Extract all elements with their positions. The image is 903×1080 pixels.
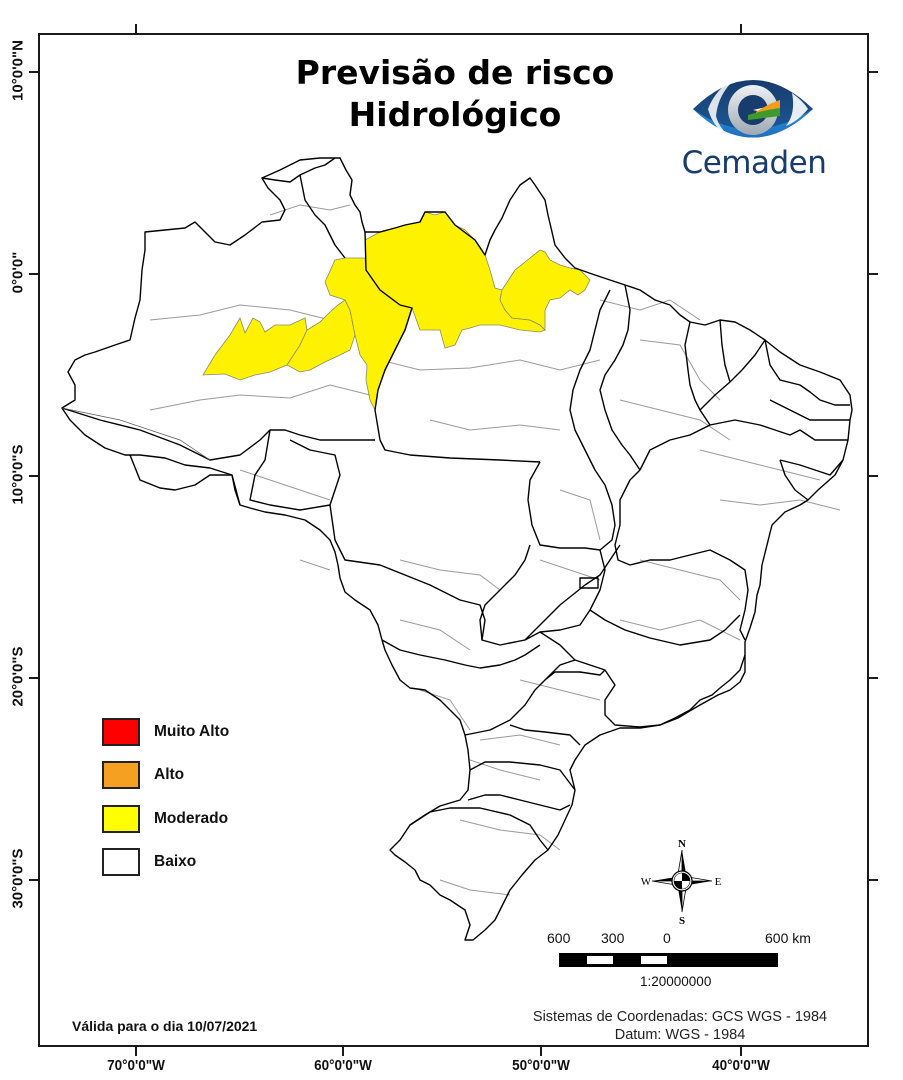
north-arrow-compass-icon: N S W E: [641, 838, 722, 926]
distrito-federal: [579, 577, 599, 589]
tick-left-0: [29, 273, 38, 275]
cemaden-logo-text: Cemaden: [681, 145, 827, 181]
coordinate-system-text: Sistemas de Coordenadas: GCS WGS - 1984: [532, 1009, 828, 1025]
tick-right-30s: [869, 879, 878, 881]
tick-left-10s: [29, 475, 38, 477]
scale-bar-graphic: [559, 953, 778, 967]
tick-right-10n: [869, 71, 878, 73]
compass-w: W: [641, 876, 652, 888]
tick-bottom-40w: [740, 1047, 742, 1056]
legend-swatch-red: [102, 717, 140, 746]
scale-label-600-left: 600: [547, 930, 571, 946]
legend-item-moderado: Moderado: [102, 797, 229, 841]
tick-left-20s: [29, 677, 38, 679]
legend-item-baixo: Baixo: [102, 841, 229, 885]
tick-right-10s: [869, 475, 878, 477]
region-amazonas-west: [202, 317, 308, 381]
lon-label-40w: 40°0'0"W: [712, 1057, 770, 1074]
tick-top-70w: [135, 24, 137, 33]
legend-label: Baixo: [154, 853, 197, 871]
map-frame: [38, 33, 869, 1047]
scale-label-600-km: 600 km: [765, 930, 811, 946]
scale-ratio: 1:20000000: [640, 974, 712, 989]
lon-label-50w: 50°0'0"W: [512, 1057, 570, 1074]
tick-bottom-50w: [540, 1047, 542, 1056]
municipal-boundaries: [149, 204, 841, 896]
tick-right-20s: [869, 677, 878, 679]
tick-left-10n: [29, 71, 38, 73]
compass-n: N: [678, 838, 686, 850]
tick-bottom-70w: [135, 1047, 137, 1056]
map-title: Previsão de risco Hidrológico: [230, 52, 680, 136]
legend-swatch-orange: [102, 761, 140, 790]
datum-text: Datum: WGS - 1984: [614, 1027, 746, 1043]
tick-left-30s: [29, 879, 38, 881]
tick-top-40w: [740, 24, 742, 33]
tick-bottom-60w: [342, 1047, 344, 1056]
scale-label-300: 300: [601, 930, 625, 946]
legend-item-alto: Alto: [102, 754, 229, 798]
coordinate-system-info: Sistemas de Coordenadas: GCS WGS - 1984 …: [497, 1008, 863, 1044]
tick-right-0: [869, 273, 878, 275]
title-line-2: Hidrológico: [348, 95, 562, 134]
legend-swatch-yellow: [102, 804, 140, 833]
legend-item-muito-alto: Muito Alto: [102, 710, 229, 754]
lon-label-60w: 60°0'0"W: [314, 1057, 372, 1074]
brazil-outline: [61, 157, 853, 941]
legend-label: Alto: [154, 766, 185, 784]
state-boundaries: [61, 157, 853, 941]
region-amapa-para: [499, 249, 591, 331]
legend-label: Muito Alto: [154, 722, 230, 740]
legend-swatch-white: [102, 848, 140, 877]
moderate-risk-regions: [202, 211, 591, 412]
cemaden-eye-logo-icon: [693, 78, 813, 142]
valid-date-label: Válida para o dia 10/07/2021: [72, 1018, 258, 1034]
scale-label-0: 0: [663, 930, 671, 946]
scale-bar: 600 300 0 600 km 1:20000000: [540, 930, 811, 990]
compass-s: S: [679, 915, 685, 926]
title-line-1: Previsão de risco: [295, 53, 615, 92]
legend-label: Moderado: [154, 809, 229, 827]
compass-e: E: [715, 876, 722, 888]
legend: Muito Alto Alto Moderado Baixo: [102, 710, 229, 884]
lon-label-70w: 70°0'0"W: [107, 1057, 165, 1074]
